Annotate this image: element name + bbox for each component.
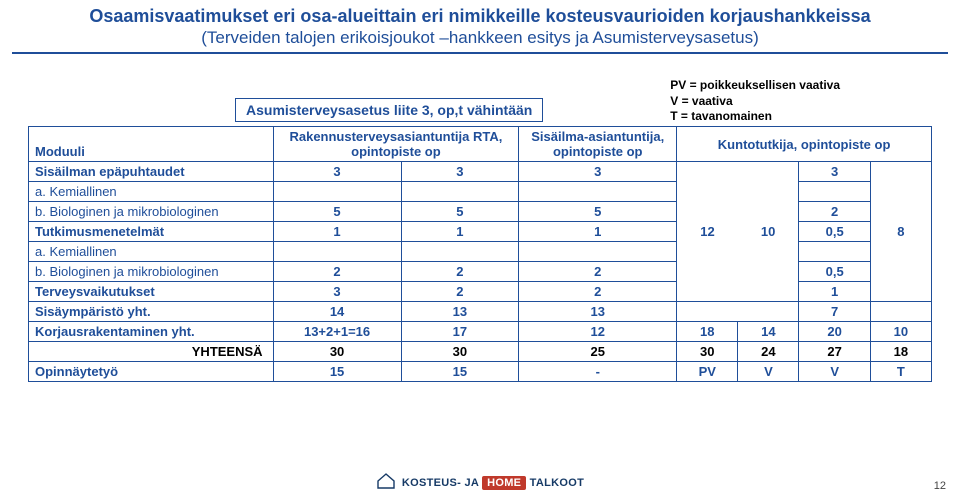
cell: 5 — [519, 202, 677, 222]
cell — [870, 302, 931, 322]
cell: 15 — [273, 362, 401, 382]
row-sublabel: b. Biologinen ja mikrobiologinen — [29, 202, 274, 222]
cell: 2 — [273, 262, 401, 282]
cell: 5 — [273, 202, 401, 222]
cell: 1 — [519, 222, 677, 242]
footer-brand: KOSTEUS- JA HOME TALKOOT — [376, 473, 584, 492]
cell: 30 — [273, 342, 401, 362]
cell: 12 — [519, 322, 677, 342]
cell: 27 — [799, 342, 870, 362]
attachment-label: Asumisterveysasetus liite 3, op,t vähint… — [235, 98, 543, 122]
cell: 7 — [799, 302, 870, 322]
cell: 3 — [519, 162, 677, 182]
cell: 2 — [401, 262, 519, 282]
row-label: Sisäilman epäpuhtaudet — [29, 162, 274, 182]
cell: 3 — [273, 282, 401, 302]
cell: 17 — [401, 322, 519, 342]
cell: 18 — [870, 342, 931, 362]
cell — [738, 302, 799, 322]
cell: 18 — [677, 322, 738, 342]
cell: 14 — [738, 322, 799, 342]
row-sublabel: a. Kemiallinen — [29, 182, 274, 202]
cell — [401, 182, 519, 202]
cell — [799, 242, 870, 262]
cell: 0,5 — [799, 222, 870, 242]
cell: 24 — [738, 342, 799, 362]
competence-table: Moduuli Rakennusterveysasiantuntija RTA,… — [28, 126, 932, 382]
cell — [799, 182, 870, 202]
cell — [273, 242, 401, 262]
merged-cell-k1: 12 — [677, 162, 738, 302]
cell: T — [870, 362, 931, 382]
legend-t: T = tavanomainen — [670, 109, 840, 125]
merged-cell-k4: 8 — [870, 162, 931, 302]
th-module: Moduuli — [29, 127, 274, 162]
page-number: 12 — [934, 480, 946, 492]
cell: 2 — [519, 282, 677, 302]
legend-v: V = vaativa — [670, 94, 840, 110]
row-sublabel: b. Biologinen ja mikrobiologinen — [29, 262, 274, 282]
cell: PV — [677, 362, 738, 382]
cell: 15 — [401, 362, 519, 382]
row-label: Tutkimusmenetelmät — [29, 222, 274, 242]
cell — [677, 302, 738, 322]
row-label: Terveysvaikutukset — [29, 282, 274, 302]
th-sisa: Sisäilma-asiantuntija, opintopiste op — [519, 127, 677, 162]
cell: 3 — [401, 162, 519, 182]
row-opn-label: Opinnäytetyö — [29, 362, 274, 382]
cell: 13 — [401, 302, 519, 322]
legend: PV = poikkeuksellisen vaativa V = vaativ… — [670, 78, 840, 125]
row-korjaus-label: Korjausrakentaminen yht. — [29, 322, 274, 342]
cell — [519, 182, 677, 202]
house-icon — [376, 473, 396, 492]
row-sublabel: a. Kemiallinen — [29, 242, 274, 262]
cell: 1 — [273, 222, 401, 242]
title-rule — [12, 52, 948, 54]
cell: 25 — [519, 342, 677, 362]
cell: 1 — [799, 282, 870, 302]
cell: 30 — [677, 342, 738, 362]
cell: - — [519, 362, 677, 382]
cell: 20 — [799, 322, 870, 342]
cell: 13 — [519, 302, 677, 322]
page-subtitle: (Terveiden talojen erikoisjoukot –hankke… — [20, 28, 940, 48]
cell: 2 — [401, 282, 519, 302]
cell: V — [799, 362, 870, 382]
th-kunto: Kuntotutkija, opintopiste op — [677, 127, 932, 162]
cell: 13+2+1=16 — [273, 322, 401, 342]
legend-pv: PV = poikkeuksellisen vaativa — [670, 78, 840, 94]
row-total-label: YHTEENSÄ — [29, 342, 274, 362]
cell: 30 — [401, 342, 519, 362]
footer-brand-text: KOSTEUS- JA HOME TALKOOT — [402, 477, 584, 489]
footer: KOSTEUS- JA HOME TALKOOT — [0, 473, 960, 492]
cell — [401, 242, 519, 262]
cell — [519, 242, 677, 262]
th-rta: Rakennusterveysasiantuntija RTA, opintop… — [273, 127, 519, 162]
merged-cell-k2: 10 — [738, 162, 799, 302]
cell: 2 — [519, 262, 677, 282]
cell: 14 — [273, 302, 401, 322]
page-title: Osaamisvaatimukset eri osa-alueittain er… — [20, 6, 940, 28]
cell: 3 — [273, 162, 401, 182]
cell: 3 — [799, 162, 870, 182]
cell: 2 — [799, 202, 870, 222]
cell: 0,5 — [799, 262, 870, 282]
cell: V — [738, 362, 799, 382]
cell: 1 — [401, 222, 519, 242]
cell: 5 — [401, 202, 519, 222]
row-sisaymp-label: Sisäympäristö yht. — [29, 302, 274, 322]
cell: 10 — [870, 322, 931, 342]
cell — [273, 182, 401, 202]
